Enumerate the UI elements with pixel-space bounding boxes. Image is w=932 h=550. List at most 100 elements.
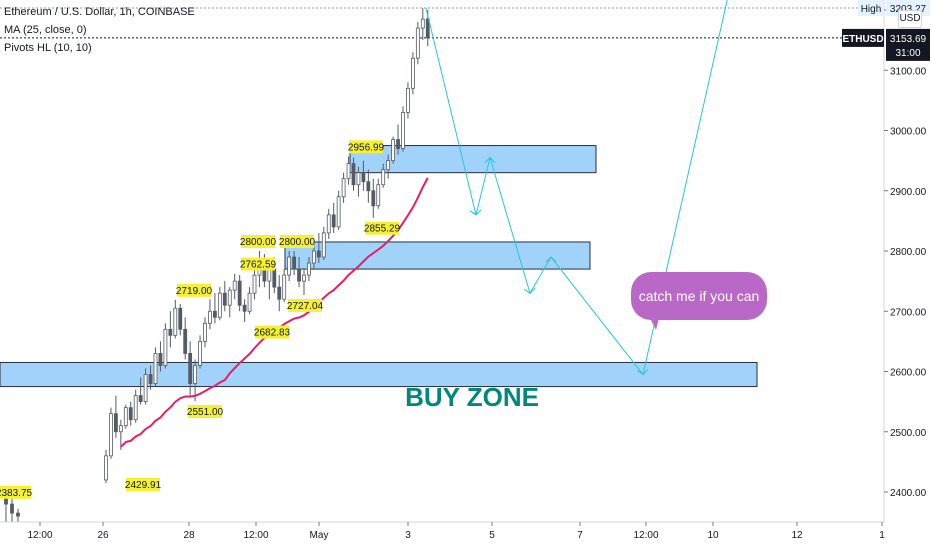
ma-legend[interactable]: MA (25, close, 0) (4, 24, 87, 36)
time-tick-label: 12:00 (243, 530, 268, 541)
candle-body (316, 250, 321, 258)
pivots-legend[interactable]: Pivots HL (10, 10) (4, 42, 92, 54)
pivot-label: 2719.00 (176, 286, 213, 297)
time-tick-label: 12 (791, 530, 803, 541)
time-tick-label: 1 (879, 530, 885, 541)
ticker-label: ETHUSD (842, 34, 883, 45)
candle-body (361, 172, 366, 183)
pivot-label: 2956.99 (348, 142, 385, 153)
pivot-label: 2800.00 (240, 237, 277, 248)
candle-body (386, 160, 391, 171)
candle-body (178, 307, 183, 330)
price-tick-label: 2600.00 (890, 368, 927, 379)
candle-body (183, 328, 188, 354)
path-arrow-head (484, 156, 496, 163)
candle-body (188, 353, 193, 384)
candle-body (356, 172, 361, 186)
bubble-text: catch me if you can (639, 288, 760, 304)
candle-body (371, 190, 376, 207)
candle-body (391, 139, 396, 162)
time-tick-label: 5 (489, 530, 495, 541)
candle-body (307, 262, 311, 276)
price-axis[interactable] (884, 0, 932, 522)
pivot-label-bg (349, 140, 383, 154)
candle-body (415, 27, 420, 59)
pivot-label-bg (365, 221, 399, 235)
candle-body (406, 87, 410, 113)
candle-body (425, 18, 430, 39)
candle-body (311, 250, 316, 264)
candle-body (247, 292, 252, 312)
currency-button[interactable]: USD (898, 10, 922, 28)
candle-body (133, 395, 138, 421)
candle-body (292, 256, 297, 270)
zone-middle[interactable] (284, 241, 591, 270)
path-arrow-head (636, 369, 649, 376)
candle-body (351, 163, 356, 186)
candle-body (242, 304, 247, 312)
candle-body (336, 196, 341, 228)
candle-body (297, 268, 301, 282)
last-price-marker: ETHUSD 3153.69 31:00 (842, 28, 930, 61)
last-price-value: 3153.69 (890, 34, 927, 45)
price-tick-label: 3000.00 (890, 127, 927, 138)
bar-countdown: 31:00 (895, 48, 920, 59)
pivot-label-bg (126, 477, 160, 491)
candle-body (104, 455, 108, 481)
speech-bubble[interactable]: catch me if you can (631, 272, 767, 330)
price-tick-label: 3100.00 (890, 66, 927, 77)
candle-body (282, 274, 287, 300)
candle-body (222, 292, 227, 306)
pivot-label-bg (255, 325, 289, 339)
time-axis[interactable] (0, 522, 932, 550)
candle-body (277, 286, 282, 300)
candle-body (341, 178, 346, 198)
path-arrow-head (545, 256, 557, 263)
time-tick-label: 3 (405, 530, 411, 541)
candle-body (366, 181, 371, 192)
candle-body (287, 256, 292, 276)
pivot-label: 2682.83 (254, 328, 291, 339)
price-tick-label: 2800.00 (890, 247, 927, 258)
candle-body (232, 280, 237, 291)
symbol-legend[interactable]: Ethereum / U.S. Dollar, 1h, COINBASE (4, 6, 195, 18)
candle-body (237, 280, 242, 306)
candle-body (123, 407, 128, 427)
price-tick-label: 2500.00 (890, 428, 927, 439)
candle-body (420, 18, 425, 29)
candle-body (410, 57, 415, 89)
candle-body (326, 214, 331, 234)
pivot-label-bg (188, 405, 222, 419)
candle-body (158, 353, 163, 366)
buy-zone-label: BUY ZONE (405, 382, 539, 412)
time-tick-label: 7 (577, 530, 583, 541)
zones-layer (0, 145, 758, 388)
candle-body (346, 163, 351, 180)
candle-body (396, 139, 400, 149)
pivot-label: 2429.91 (125, 480, 162, 491)
candle-body (321, 232, 326, 258)
pivot-label-bg (0, 485, 31, 499)
pivot-label-bg (177, 283, 211, 297)
high-marker-value: 3203.27 (890, 4, 927, 15)
candle-body (227, 289, 232, 306)
candle-body (143, 374, 148, 403)
time-tick-label: 12:00 (633, 530, 658, 541)
candle-body (109, 413, 113, 457)
candle-body (376, 184, 381, 207)
high-marker-label: High (861, 4, 882, 15)
pivot-label: 2727.04 (287, 301, 324, 312)
time-tick-label: May (310, 530, 329, 541)
candle-body (153, 353, 158, 384)
zone-buy[interactable] (0, 361, 758, 388)
pivot-label-bg (241, 235, 275, 248)
candle-body (401, 112, 405, 149)
pivot-label: 2551.00 (187, 407, 224, 418)
zone-upper[interactable] (349, 145, 597, 174)
candle-body (16, 512, 20, 517)
candle-body (198, 340, 202, 366)
pivot-label: 2762.59 (240, 260, 277, 271)
candle-body (10, 503, 14, 514)
pivot-label-bg (280, 235, 314, 248)
